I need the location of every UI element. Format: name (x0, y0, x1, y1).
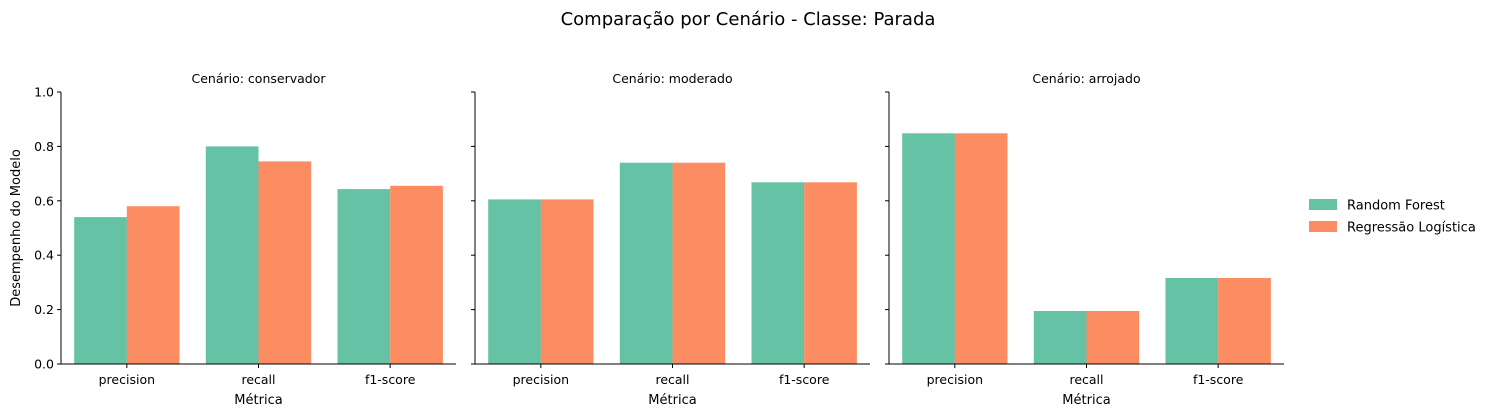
y-tick-label: 1.0 (34, 85, 54, 100)
panel-title: Cenário: conservador (191, 71, 326, 86)
x-tick-label: recall (1069, 372, 1103, 387)
bar-random-forest-f1-score (337, 189, 391, 364)
x-tick-label: f1-score (1193, 372, 1244, 387)
bar-random-forest-f1-score (751, 182, 805, 364)
panels-group: Cenário: conservador precision recall f1-sc… (34, 71, 1284, 408)
panel-0: Cenário: conservador precision recall f1-sc… (34, 71, 456, 408)
x-tick-label: f1-score (779, 372, 830, 387)
y-tick-label: 0.4 (34, 248, 54, 263)
x-axis-label: Métrica (648, 393, 696, 408)
bar-random-forest-recall (619, 162, 673, 364)
x-tick-label: precision (927, 372, 983, 387)
bar-regressão-logística-recall (1086, 311, 1140, 364)
legend-swatch-1 (1309, 221, 1337, 232)
x-tick-label: precision (99, 372, 155, 387)
x-tick-label: f1-score (365, 372, 416, 387)
bar-regressão-logística-precision (126, 206, 180, 364)
panel-1: Cenário: moderado precision recall f1-score… (471, 71, 870, 408)
figure-title: Comparação por Cenário - Classe: Parada (561, 9, 936, 30)
bar-random-forest-recall (1033, 311, 1087, 364)
x-tick-label: recall (655, 372, 689, 387)
bar-regressão-logística-precision (540, 199, 594, 364)
legend-label-1: Regressão Logística (1347, 221, 1476, 236)
y-tick-label: 0.0 (34, 357, 54, 372)
bar-random-forest-precision (74, 217, 127, 364)
panel-2: Cenário: arrojado precision recall f1-score… (885, 71, 1284, 408)
legend: Random Forest Regressão Logística (1309, 199, 1476, 236)
y-tick-label: 0.2 (34, 302, 54, 317)
bar-regressão-logística-recall (258, 161, 312, 364)
bar-random-forest-precision (488, 199, 541, 364)
bar-regressão-logística-f1-score (390, 185, 443, 364)
bar-regressão-logística-precision (954, 133, 1008, 364)
bar-random-forest-precision (902, 133, 955, 364)
bar-regressão-logística-f1-score (804, 182, 857, 364)
x-tick-label: recall (241, 372, 275, 387)
panel-title: Cenário: arrojado (1032, 71, 1140, 86)
y-axis-label: Desempenho do Modelo (9, 149, 24, 307)
x-tick-label: precision (513, 372, 569, 387)
panel-title: Cenário: moderado (612, 71, 732, 86)
x-axis-label: Métrica (234, 393, 282, 408)
legend-swatch-0 (1309, 199, 1337, 210)
bar-regressão-logística-recall (672, 162, 726, 364)
x-axis-label: Métrica (1062, 393, 1110, 408)
bar-random-forest-recall (205, 146, 259, 364)
y-tick-label: 0.6 (34, 193, 54, 208)
bar-regressão-logística-f1-score (1218, 278, 1271, 364)
legend-label-0: Random Forest (1347, 199, 1445, 214)
y-tick-label: 0.8 (34, 139, 54, 154)
bar-random-forest-f1-score (1165, 278, 1219, 364)
